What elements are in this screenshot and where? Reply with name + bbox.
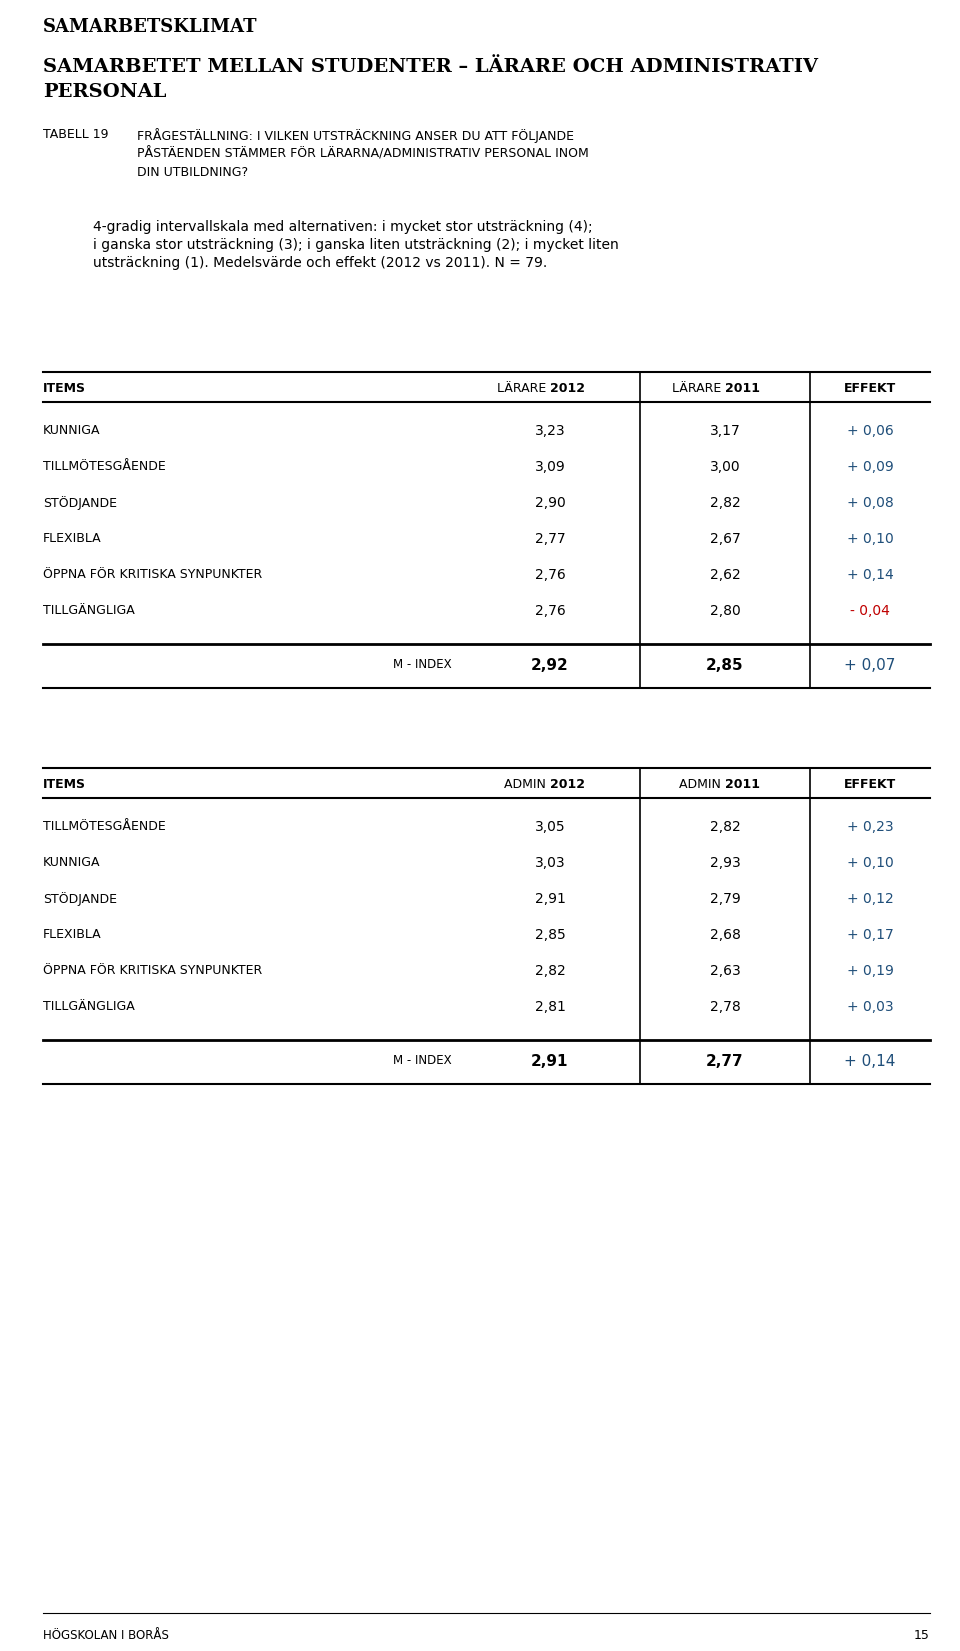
Text: + 0,03: + 0,03	[847, 1001, 894, 1014]
Text: utsträckning (1). Medelsvärde och effekt (2012 vs 2011). N = 79.: utsträckning (1). Medelsvärde och effekt…	[93, 256, 547, 271]
Text: 2,77: 2,77	[535, 532, 565, 546]
Text: 2,77: 2,77	[707, 1053, 744, 1068]
Text: 15: 15	[914, 1630, 930, 1643]
Text: 2,85: 2,85	[707, 659, 744, 674]
Text: + 0,14: + 0,14	[847, 568, 894, 583]
Text: PÅSTÄENDEN STÄMMER FÖR LÄRARNA/ADMINISTRATIV PERSONAL INOM: PÅSTÄENDEN STÄMMER FÖR LÄRARNA/ADMINISTR…	[137, 147, 588, 160]
Text: 2011: 2011	[725, 778, 760, 791]
Text: 4-gradig intervallskala med alternativen: i mycket stor utsträckning (4);: 4-gradig intervallskala med alternativen…	[93, 220, 592, 234]
Text: + 0,12: + 0,12	[847, 892, 894, 906]
Text: 2,92: 2,92	[531, 659, 569, 674]
Text: LÄRARE: LÄRARE	[672, 381, 725, 395]
Text: FLEXIBLA: FLEXIBLA	[43, 928, 102, 941]
Text: 2,76: 2,76	[535, 568, 565, 583]
Text: 2,82: 2,82	[709, 495, 740, 510]
Text: DIN UTBILDNING?: DIN UTBILDNING?	[137, 167, 248, 178]
Text: 2,91: 2,91	[535, 892, 565, 906]
Text: EFFEKT: EFFEKT	[844, 381, 896, 395]
Text: M - INDEX: M - INDEX	[394, 659, 452, 670]
Text: 2,81: 2,81	[535, 1001, 565, 1014]
Text: 2,82: 2,82	[535, 964, 565, 977]
Text: KUNNIGA: KUNNIGA	[43, 855, 101, 868]
Text: 2,78: 2,78	[709, 1001, 740, 1014]
Text: 2,67: 2,67	[709, 532, 740, 546]
Text: + 0,19: + 0,19	[847, 964, 894, 977]
Text: TABELL 19: TABELL 19	[43, 129, 108, 140]
Text: 2,90: 2,90	[535, 495, 565, 510]
Text: ITEMS: ITEMS	[43, 778, 86, 791]
Text: TILLMÖTESGÅENDE: TILLMÖTESGÅENDE	[43, 461, 166, 472]
Text: 2,91: 2,91	[531, 1053, 568, 1068]
Text: + 0,14: + 0,14	[844, 1053, 896, 1068]
Text: + 0,07: + 0,07	[844, 659, 896, 674]
Text: 2,68: 2,68	[709, 928, 740, 943]
Text: PERSONAL: PERSONAL	[43, 83, 166, 101]
Text: 3,00: 3,00	[709, 461, 740, 474]
Text: TILLMÖTESGÅENDE: TILLMÖTESGÅENDE	[43, 821, 166, 834]
Text: 2,76: 2,76	[535, 604, 565, 617]
Text: HÖGSKOLAN I BORÅS: HÖGSKOLAN I BORÅS	[43, 1630, 169, 1643]
Text: 2,63: 2,63	[709, 964, 740, 977]
Text: 3,05: 3,05	[535, 821, 565, 834]
Text: SAMARBETSKLIMAT: SAMARBETSKLIMAT	[43, 18, 257, 36]
Text: 2012: 2012	[550, 381, 585, 395]
Text: 2,79: 2,79	[709, 892, 740, 906]
Text: TILLGÄNGLIGA: TILLGÄNGLIGA	[43, 1001, 134, 1014]
Text: 2012: 2012	[550, 778, 585, 791]
Text: STÖDJANDE: STÖDJANDE	[43, 892, 117, 906]
Text: STÖDJANDE: STÖDJANDE	[43, 495, 117, 510]
Text: 3,17: 3,17	[709, 424, 740, 438]
Text: + 0,23: + 0,23	[847, 821, 894, 834]
Text: M - INDEX: M - INDEX	[394, 1053, 452, 1067]
Text: FRÅGESTÄLLNING: I VILKEN UTSTRÄCKNING ANSER DU ATT FÖLJANDE: FRÅGESTÄLLNING: I VILKEN UTSTRÄCKNING AN…	[137, 129, 574, 144]
Text: 2,62: 2,62	[709, 568, 740, 583]
Text: ÖPPNA FÖR KRITISKA SYNPUNKTER: ÖPPNA FÖR KRITISKA SYNPUNKTER	[43, 568, 262, 581]
Text: SAMARBETET MELLAN STUDENTER – LÄRARE OCH ADMINISTRATIV: SAMARBETET MELLAN STUDENTER – LÄRARE OCH…	[43, 58, 818, 76]
Text: 2,93: 2,93	[709, 855, 740, 870]
Text: ITEMS: ITEMS	[43, 381, 86, 395]
Text: 3,23: 3,23	[535, 424, 565, 438]
Text: - 0,04: - 0,04	[850, 604, 890, 617]
Text: EFFEKT: EFFEKT	[844, 778, 896, 791]
Text: i ganska stor utsträckning (3); i ganska liten utsträckning (2); i mycket liten: i ganska stor utsträckning (3); i ganska…	[93, 238, 619, 253]
Text: TILLGÄNGLIGA: TILLGÄNGLIGA	[43, 604, 134, 617]
Text: 3,03: 3,03	[535, 855, 565, 870]
Text: 2011: 2011	[725, 381, 760, 395]
Text: + 0,09: + 0,09	[847, 461, 894, 474]
Text: FLEXIBLA: FLEXIBLA	[43, 532, 102, 545]
Text: 3,09: 3,09	[535, 461, 565, 474]
Text: + 0,06: + 0,06	[847, 424, 894, 438]
Text: 2,85: 2,85	[535, 928, 565, 943]
Text: ÖPPNA FÖR KRITISKA SYNPUNKTER: ÖPPNA FÖR KRITISKA SYNPUNKTER	[43, 964, 262, 977]
Text: 2,82: 2,82	[709, 821, 740, 834]
Text: KUNNIGA: KUNNIGA	[43, 424, 101, 438]
Text: ADMIN: ADMIN	[679, 778, 725, 791]
Text: + 0,10: + 0,10	[847, 532, 894, 546]
Text: + 0,17: + 0,17	[847, 928, 894, 943]
Text: + 0,10: + 0,10	[847, 855, 894, 870]
Text: ADMIN: ADMIN	[504, 778, 550, 791]
Text: + 0,08: + 0,08	[847, 495, 894, 510]
Text: 2,80: 2,80	[709, 604, 740, 617]
Text: LÄRARE: LÄRARE	[496, 381, 550, 395]
